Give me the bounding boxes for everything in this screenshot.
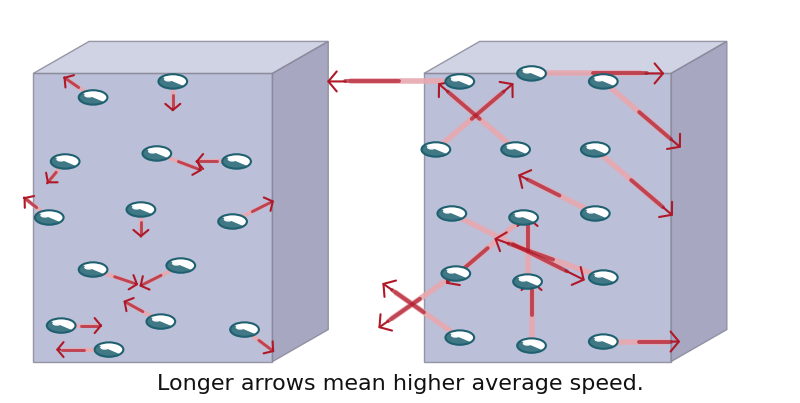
Wedge shape [589, 77, 614, 89]
Circle shape [427, 145, 436, 150]
Circle shape [40, 213, 50, 218]
Wedge shape [517, 341, 542, 353]
Circle shape [447, 269, 456, 274]
Wedge shape [446, 333, 470, 345]
Circle shape [506, 145, 516, 150]
Circle shape [51, 154, 79, 169]
Circle shape [581, 142, 610, 157]
Wedge shape [581, 209, 606, 221]
Wedge shape [166, 261, 192, 273]
Circle shape [581, 206, 610, 221]
Circle shape [594, 77, 603, 81]
Circle shape [78, 90, 107, 105]
Circle shape [132, 205, 141, 210]
Circle shape [594, 273, 603, 278]
Wedge shape [438, 209, 463, 221]
Wedge shape [446, 77, 470, 89]
Wedge shape [514, 277, 538, 289]
Text: Longer arrows mean higher average speed.: Longer arrows mean higher average speed. [157, 374, 643, 394]
Wedge shape [218, 217, 243, 229]
Wedge shape [146, 317, 172, 329]
Circle shape [446, 74, 474, 89]
Wedge shape [510, 213, 534, 225]
Circle shape [166, 258, 195, 273]
Wedge shape [581, 145, 606, 157]
Circle shape [522, 341, 532, 346]
Circle shape [52, 321, 62, 326]
Polygon shape [671, 42, 727, 361]
Circle shape [100, 345, 110, 350]
Wedge shape [94, 345, 120, 357]
Circle shape [586, 209, 596, 214]
Circle shape [422, 142, 450, 157]
Circle shape [142, 146, 171, 161]
Wedge shape [422, 145, 447, 157]
Circle shape [94, 343, 123, 357]
Polygon shape [34, 42, 328, 73]
Circle shape [84, 265, 94, 270]
Wedge shape [589, 273, 614, 285]
Circle shape [586, 145, 596, 150]
Circle shape [84, 93, 94, 98]
Circle shape [158, 74, 187, 89]
Circle shape [451, 77, 460, 81]
Wedge shape [222, 157, 247, 169]
Wedge shape [35, 213, 60, 225]
Circle shape [47, 318, 75, 333]
Wedge shape [230, 325, 255, 337]
Circle shape [451, 333, 460, 338]
Wedge shape [517, 69, 542, 81]
Circle shape [218, 214, 247, 229]
Circle shape [222, 154, 251, 169]
Circle shape [78, 262, 107, 277]
Circle shape [230, 322, 259, 337]
Polygon shape [273, 42, 328, 361]
Circle shape [172, 261, 181, 266]
Circle shape [438, 206, 466, 221]
Circle shape [518, 277, 528, 282]
Polygon shape [424, 73, 671, 361]
Circle shape [56, 157, 66, 162]
Wedge shape [142, 149, 168, 161]
Circle shape [35, 210, 63, 225]
Circle shape [443, 209, 452, 214]
Circle shape [589, 334, 618, 349]
Circle shape [148, 149, 157, 154]
Wedge shape [589, 337, 614, 349]
Wedge shape [158, 77, 184, 89]
Circle shape [589, 74, 618, 89]
Circle shape [514, 274, 542, 289]
Polygon shape [34, 73, 273, 361]
Circle shape [224, 217, 233, 222]
Wedge shape [126, 205, 152, 217]
Circle shape [152, 317, 161, 322]
Circle shape [126, 202, 155, 217]
Circle shape [589, 270, 618, 285]
Polygon shape [424, 42, 727, 73]
Wedge shape [51, 157, 76, 169]
Circle shape [594, 337, 603, 342]
Circle shape [517, 66, 546, 81]
Wedge shape [442, 269, 466, 281]
Circle shape [522, 69, 532, 74]
Circle shape [164, 77, 173, 81]
Circle shape [517, 339, 546, 353]
Circle shape [510, 210, 538, 225]
Circle shape [442, 266, 470, 281]
Circle shape [228, 157, 237, 162]
Wedge shape [78, 265, 104, 277]
Wedge shape [47, 321, 72, 333]
Wedge shape [78, 93, 104, 105]
Circle shape [502, 142, 530, 157]
Circle shape [514, 213, 524, 218]
Circle shape [236, 325, 245, 330]
Circle shape [146, 314, 175, 329]
Wedge shape [502, 145, 526, 157]
Circle shape [446, 330, 474, 345]
